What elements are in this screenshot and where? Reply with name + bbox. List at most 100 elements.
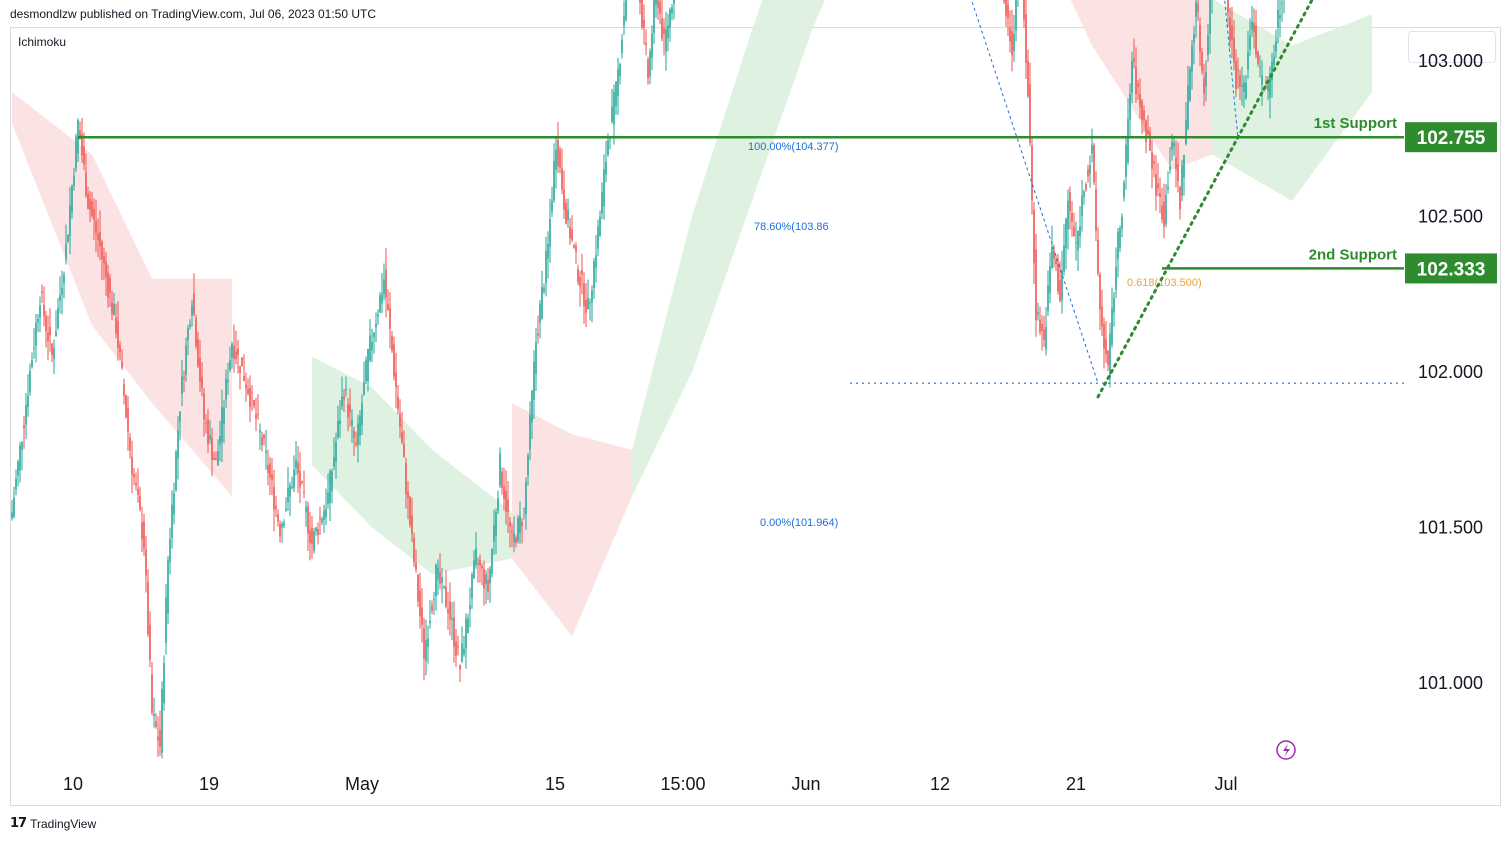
indicator-label[interactable]: Ichimoku [18, 35, 67, 49]
candle-body [519, 515, 521, 533]
candle-body [1209, 0, 1211, 34]
candle-body [217, 451, 219, 466]
candle-body [1157, 183, 1159, 189]
candle-body [1083, 191, 1085, 197]
candle-body [577, 269, 579, 282]
candle-body [439, 571, 441, 584]
fib-connector [1224, 0, 1239, 139]
candle-body [481, 565, 483, 569]
candle-body [395, 372, 397, 388]
candle-body [1089, 165, 1091, 174]
candle-body [665, 28, 667, 52]
candle-body [305, 506, 307, 513]
candle-body [279, 524, 281, 537]
symbol-box[interactable] [1408, 31, 1496, 63]
candle-body [301, 480, 303, 483]
price-axis[interactable]: 101.000101.500102.000102.500103.000103.5… [1418, 0, 1483, 842]
candle-body [303, 491, 305, 493]
cloud-segment-2 [512, 403, 632, 637]
candle-body [381, 294, 383, 304]
candle-body [113, 304, 115, 315]
candle-body [1257, 52, 1259, 64]
candle-body [211, 437, 213, 460]
level-name-2: 1st Support [1314, 115, 1397, 132]
candle-body [59, 295, 61, 301]
candle-body [509, 521, 511, 527]
candle-body [1093, 145, 1095, 182]
candle-body [553, 161, 555, 201]
candle-body [545, 251, 547, 283]
candle-body [1003, 0, 1005, 2]
candle-body [485, 574, 487, 584]
candle-body [285, 508, 287, 511]
candle-body [1091, 144, 1093, 154]
candle-body [297, 462, 299, 474]
candle-body [587, 298, 589, 310]
candle-body [93, 209, 95, 221]
candle-body [103, 256, 105, 264]
candle-body [327, 492, 329, 505]
candle-body [1245, 82, 1247, 99]
candle-body [131, 456, 133, 475]
candle-body [1241, 85, 1243, 87]
candle-body [67, 235, 69, 242]
candle-body [1047, 285, 1049, 311]
candle-body [1077, 230, 1079, 251]
time-axis[interactable]: 10 19 May 15 15:00 Jun 12 21 Jul [63, 774, 1238, 794]
candle-body [441, 577, 443, 583]
candle-body [321, 519, 323, 523]
trendline [1096, 0, 1314, 399]
candle-body [585, 299, 587, 313]
candle-body [613, 91, 615, 125]
candle-body [123, 384, 125, 396]
candle-body [129, 437, 131, 451]
candle-body [581, 270, 583, 275]
candle-body [89, 199, 91, 211]
candle-body [219, 435, 221, 445]
candle-body [307, 506, 309, 534]
candle-body [177, 430, 179, 459]
candle-body [191, 305, 193, 316]
candle-body [511, 530, 513, 532]
candle-body [17, 461, 19, 476]
candle-body [1249, 35, 1251, 50]
candle-body [1273, 56, 1275, 66]
candle-body [63, 274, 65, 284]
candle-body [323, 510, 325, 520]
tradingview-logo[interactable]: 17 TradingView [10, 816, 96, 831]
candle-body [605, 161, 607, 175]
candle-body [309, 530, 311, 543]
candle-body [1149, 131, 1151, 151]
candle-body [25, 405, 27, 425]
candle-body [1119, 228, 1121, 249]
time-tick-label: 12 [930, 774, 950, 794]
candle-body [273, 486, 275, 510]
candle-body [459, 664, 461, 670]
support-resistance-levels: 2nd Resistance103.8641st Resistance103.4… [78, 115, 1497, 284]
candle-body [1053, 251, 1055, 260]
candle-body [371, 342, 373, 351]
lightning-icon[interactable] [1276, 740, 1296, 760]
candle-body [291, 487, 293, 489]
candle-body [353, 430, 355, 438]
candle-body [119, 344, 121, 353]
candle-body [1253, 22, 1255, 33]
candle-body [411, 515, 413, 534]
candle-body [1007, 4, 1009, 19]
candle-body [403, 443, 405, 458]
candle-body [1181, 165, 1183, 196]
candle-body [79, 130, 81, 140]
candle-body [513, 532, 515, 542]
candle-body [65, 243, 67, 260]
fib-level-label: 0.00%(101.964) [760, 517, 838, 529]
candle-body [619, 64, 621, 77]
cloud-segment-0 [12, 92, 232, 497]
candle-body [255, 414, 257, 419]
candle-body [543, 288, 545, 292]
candle-body [261, 437, 263, 445]
candle-body [1195, 2, 1197, 17]
candle-body [1187, 85, 1189, 129]
candle-body [475, 548, 477, 566]
candle-body [1173, 143, 1175, 147]
